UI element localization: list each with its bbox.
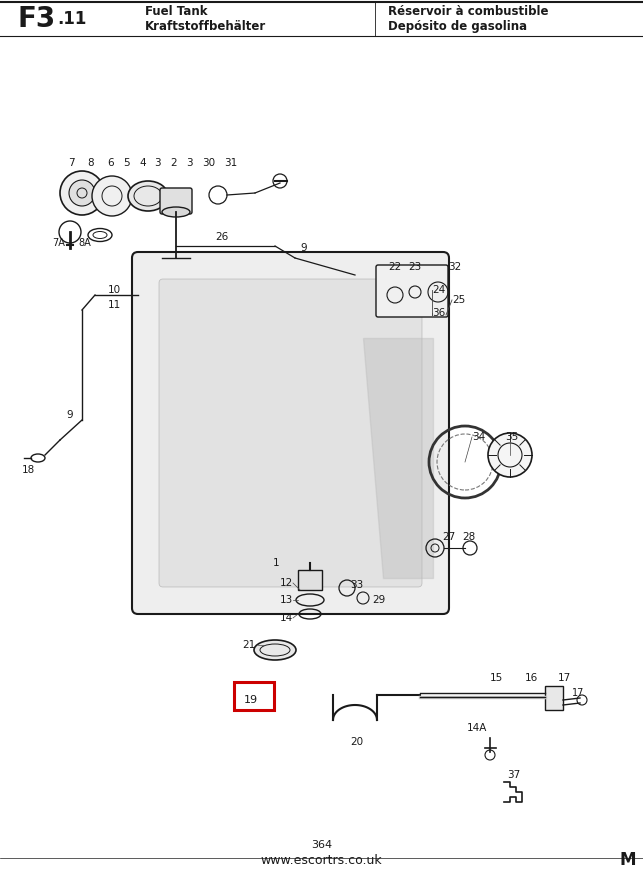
Text: 3: 3 xyxy=(186,158,193,168)
Bar xyxy=(298,570,322,590)
Text: 18: 18 xyxy=(22,465,35,475)
Text: 5: 5 xyxy=(123,158,130,168)
Text: 26: 26 xyxy=(215,232,228,242)
Text: 11: 11 xyxy=(108,300,122,310)
Text: 9: 9 xyxy=(66,410,73,420)
Text: 14A: 14A xyxy=(467,723,487,733)
Text: 12: 12 xyxy=(280,578,293,588)
Text: 31: 31 xyxy=(224,158,237,168)
Circle shape xyxy=(69,180,95,206)
Bar xyxy=(234,682,274,710)
Text: M: M xyxy=(620,851,637,869)
Text: 20: 20 xyxy=(350,737,363,747)
Text: 16: 16 xyxy=(525,673,538,683)
Text: 36: 36 xyxy=(432,308,445,318)
Ellipse shape xyxy=(162,207,190,217)
Text: 27: 27 xyxy=(442,532,455,542)
Text: 8A: 8A xyxy=(78,238,91,248)
Text: 10: 10 xyxy=(108,285,121,295)
Circle shape xyxy=(60,171,104,215)
Text: 21: 21 xyxy=(242,640,255,650)
Text: F3: F3 xyxy=(18,5,56,33)
Text: 22: 22 xyxy=(388,262,401,272)
Text: www.escortrs.co.uk: www.escortrs.co.uk xyxy=(260,854,383,867)
Text: Kraftstoffbehälter: Kraftstoffbehälter xyxy=(145,20,266,33)
Text: 7: 7 xyxy=(68,158,75,168)
Circle shape xyxy=(488,433,532,477)
Text: 14: 14 xyxy=(280,613,293,623)
Bar xyxy=(545,686,563,710)
Text: 15: 15 xyxy=(490,673,503,683)
Text: 9: 9 xyxy=(300,243,307,253)
Text: Fuel Tank: Fuel Tank xyxy=(145,5,208,18)
Text: 29: 29 xyxy=(372,595,385,605)
Text: 8: 8 xyxy=(87,158,94,168)
FancyBboxPatch shape xyxy=(132,252,449,614)
Text: .11: .11 xyxy=(57,10,86,28)
Text: 37: 37 xyxy=(507,770,520,780)
Text: Depósito de gasolina: Depósito de gasolina xyxy=(388,20,527,33)
Text: 34: 34 xyxy=(472,432,485,442)
FancyBboxPatch shape xyxy=(159,279,422,587)
Text: 24: 24 xyxy=(432,285,445,295)
Text: 23: 23 xyxy=(408,262,421,272)
Polygon shape xyxy=(363,338,433,578)
FancyBboxPatch shape xyxy=(160,188,192,214)
Text: 25: 25 xyxy=(452,295,466,305)
Text: 35: 35 xyxy=(505,432,518,442)
Text: 6: 6 xyxy=(107,158,114,168)
Text: 3: 3 xyxy=(154,158,161,168)
Text: 32: 32 xyxy=(448,262,461,272)
Text: 19: 19 xyxy=(244,695,258,705)
Text: 17: 17 xyxy=(558,673,571,683)
Text: Réservoir à combustible: Réservoir à combustible xyxy=(388,5,548,18)
Text: 4: 4 xyxy=(139,158,145,168)
Ellipse shape xyxy=(254,640,296,660)
Text: 7A: 7A xyxy=(52,238,65,248)
Text: 1: 1 xyxy=(273,558,280,568)
Ellipse shape xyxy=(128,181,168,211)
Text: 2: 2 xyxy=(170,158,177,168)
Text: 364: 364 xyxy=(311,840,332,850)
Text: 30: 30 xyxy=(202,158,215,168)
Text: 28: 28 xyxy=(462,532,475,542)
Text: 17: 17 xyxy=(572,688,584,698)
Circle shape xyxy=(92,176,132,216)
Text: 13: 13 xyxy=(280,595,293,605)
Text: 33: 33 xyxy=(350,580,363,590)
FancyBboxPatch shape xyxy=(376,265,448,317)
